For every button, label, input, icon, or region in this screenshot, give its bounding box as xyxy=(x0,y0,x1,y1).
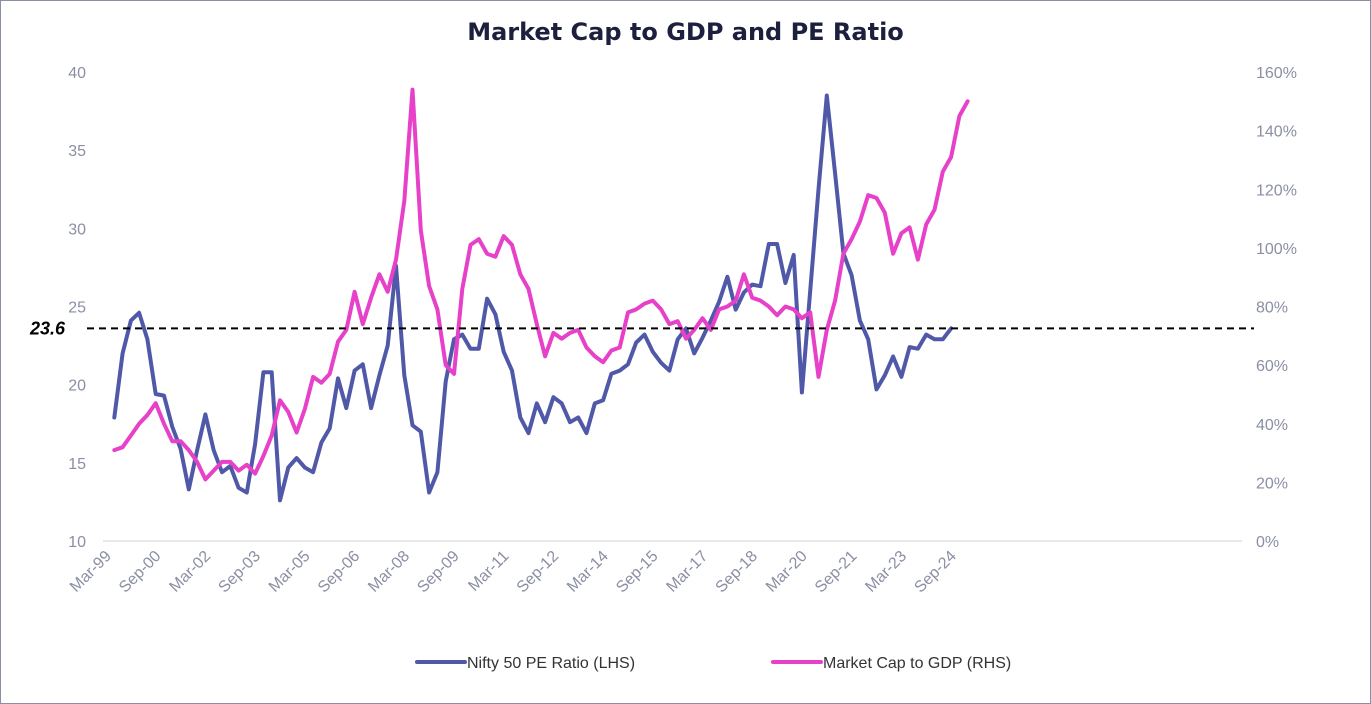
reference-line-label: 23.6 xyxy=(29,318,66,338)
right-tick-label: 120% xyxy=(1256,182,1297,199)
left-tick-label: 35 xyxy=(68,143,86,160)
left-tick-label: 20 xyxy=(68,378,86,395)
left-axis-ticks: 10 15 20 25 30 35 40 xyxy=(68,65,86,551)
x-tick-label: Sep-00 xyxy=(116,548,165,597)
right-tick-label: 20% xyxy=(1256,475,1288,492)
right-tick-label: 40% xyxy=(1256,417,1288,434)
x-tick-label: Sep-18 xyxy=(713,548,762,597)
x-tick-label: Sep-15 xyxy=(613,548,662,597)
x-tick-label: Sep-09 xyxy=(414,548,463,597)
series-layer xyxy=(112,87,970,503)
x-tick-label: Mar-02 xyxy=(166,548,214,596)
x-tick-label: Mar-08 xyxy=(365,548,413,596)
right-axis-ticks: 0% 20% 40% 60% 80% 100% 120% 140% 160% xyxy=(1256,65,1297,551)
left-tick-label: 10 xyxy=(68,534,86,551)
right-tick-label: 140% xyxy=(1256,124,1297,141)
chart-title: Market Cap to GDP and PE Ratio xyxy=(467,18,904,46)
x-tick-label: Sep-24 xyxy=(911,548,960,597)
x-axis-ticks: Mar-99 Sep-00 Mar-02 Sep-03 Mar-05 Sep-06 Mar-… xyxy=(67,548,960,597)
x-tick-label: Sep-21 xyxy=(812,548,861,597)
left-tick-label: 30 xyxy=(68,221,86,238)
x-tick-label: Mar-23 xyxy=(862,548,910,596)
right-tick-label: 80% xyxy=(1256,300,1288,317)
x-tick-label: Sep-03 xyxy=(215,548,264,597)
pe-ratio-series-line xyxy=(112,93,954,503)
legend-label: Nifty 50 PE Ratio (LHS) xyxy=(467,655,635,672)
x-tick-label: Mar-20 xyxy=(763,548,811,596)
x-tick-label: Mar-14 xyxy=(564,548,612,596)
x-tick-label: Mar-11 xyxy=(465,548,512,595)
legend: Nifty 50 PE Ratio (LHS) Market Cap to GDP… xyxy=(415,655,1011,672)
legend-label: Market Cap to GDP (RHS) xyxy=(823,655,1011,672)
left-tick-label: 15 xyxy=(68,456,86,473)
right-tick-label: 160% xyxy=(1256,65,1297,82)
x-tick-label: Sep-06 xyxy=(315,548,364,597)
x-tick-label: Mar-05 xyxy=(266,548,314,596)
x-tick-label: Mar-99 xyxy=(67,548,115,596)
right-tick-label: 60% xyxy=(1256,358,1288,375)
right-tick-label: 0% xyxy=(1256,534,1279,551)
right-tick-label: 100% xyxy=(1256,241,1297,258)
x-tick-label: Sep-12 xyxy=(514,548,563,597)
x-tick-label: Mar-17 xyxy=(663,548,711,596)
left-tick-label: 40 xyxy=(68,65,86,82)
left-tick-label: 25 xyxy=(68,300,86,317)
market-cap-gdp-series-line xyxy=(112,87,970,482)
